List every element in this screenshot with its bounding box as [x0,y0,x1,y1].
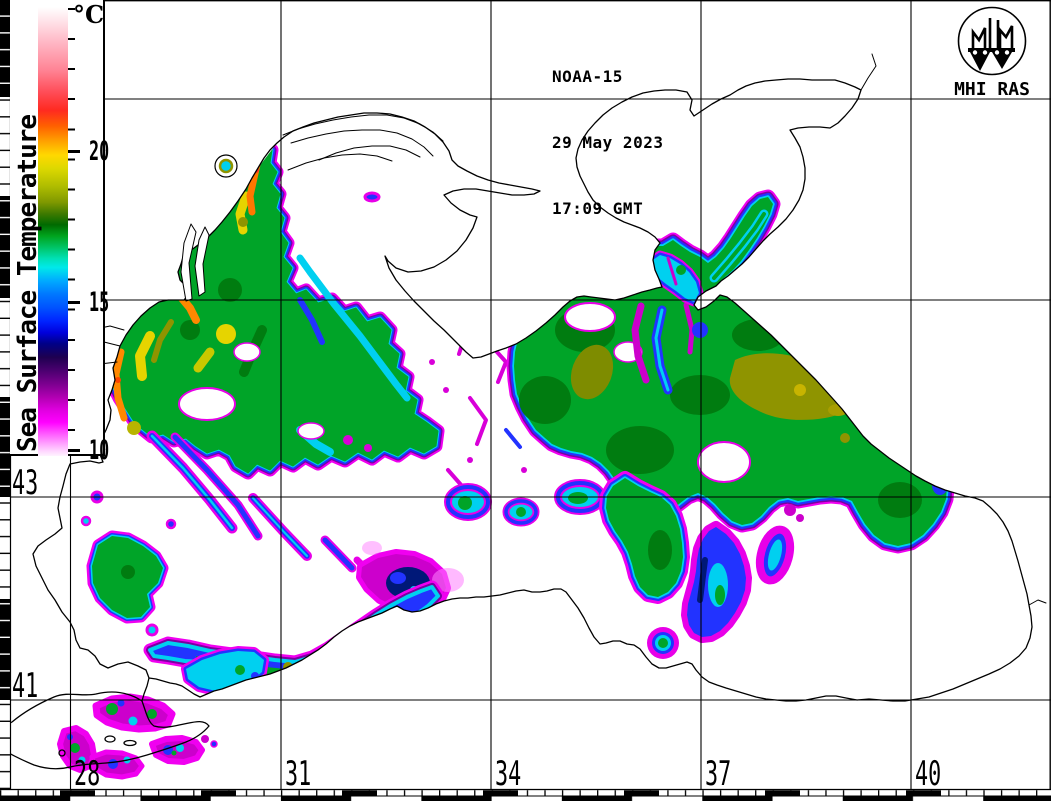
logo-label: MHI RAS [954,79,1030,100]
marmara-coast [0,691,210,770]
colorbar-tick-10 [68,449,80,452]
header-satellite: NOAA-15 [552,67,623,86]
colorbar-tick-15 [68,301,80,304]
mhi-ras-logo: MHI RAS [936,4,1048,100]
lon-label-31: 31 [285,754,312,794]
image-header: NOAA-15 29 May 2023 17:09 GMT [552,22,663,242]
colorbar-label-20: 20 [89,136,110,167]
colorbar-label-15: 15 [89,287,110,318]
colorbar: 20 15 10 [10,0,109,464]
colorbar-minor-ticks [68,8,75,456]
sst-marmara [57,693,218,780]
colorbar-title: Sea Surface Temperature [13,114,43,452]
lon-label-34: 34 [495,754,522,794]
don-river [860,53,877,91]
colorbar-gradient [38,7,68,456]
colorbar-tick-20 [68,150,80,153]
lat-label-41: 41 [12,666,39,706]
unit-label: °C [73,0,105,29]
header-time: 17:09 GMT [552,199,644,218]
lagoon-spot [218,158,234,174]
colorbar-label-10: 10 [89,435,110,466]
lon-label-37: 37 [705,754,732,794]
header-date: 29 May 2023 [552,133,664,152]
bottom-ruler [0,788,1051,801]
bosphorus-strait [141,677,150,702]
lat-label-43: 43 [12,463,39,503]
lon-label-28: 28 [74,754,101,794]
sst-streaks [146,430,385,588]
lon-label-40: 40 [915,754,942,794]
left-ruler [0,0,12,790]
mhi-ras-emblem-icon [957,6,1027,76]
